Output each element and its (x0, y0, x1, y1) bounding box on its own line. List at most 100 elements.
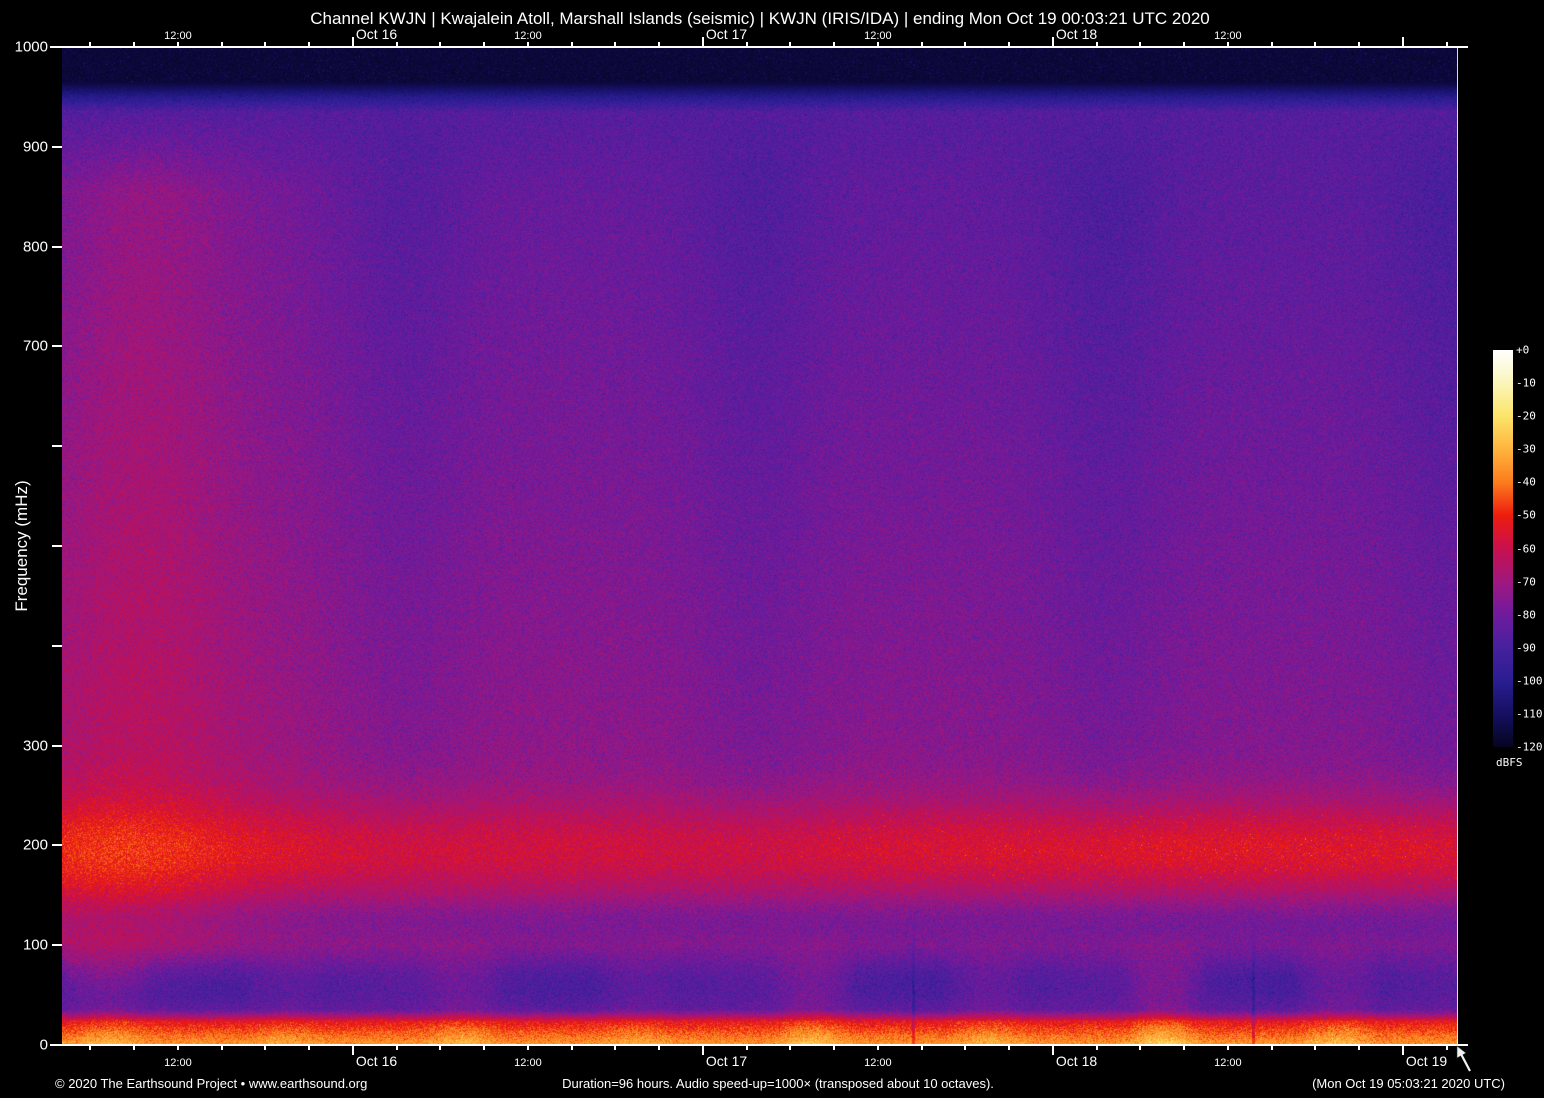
x-tick-top (1183, 42, 1186, 47)
footer-duration: Duration=96 hours. Audio speed-up=1000× … (562, 1076, 994, 1091)
x-tick-bottom (658, 1045, 661, 1050)
y-tick-label: 700 (22, 337, 48, 355)
x-tick-top (658, 42, 661, 47)
x-tick-bottom (570, 1045, 573, 1050)
x-tick-bottom (395, 1045, 398, 1050)
x-tick-bottom (701, 1045, 704, 1055)
mouse-cursor (1456, 1045, 1471, 1072)
x-tick-label-bottom: 12:00 (1214, 1057, 1242, 1069)
x-tick-top (1226, 42, 1229, 47)
x-tick-bottom (1183, 1045, 1186, 1050)
y-tick-label: 900 (22, 138, 48, 156)
x-tick-bottom (526, 1045, 529, 1050)
x-tick-bottom (1226, 1045, 1229, 1050)
x-tick-bottom (439, 1045, 442, 1050)
colorbar-tick-label: -60 (1516, 542, 1536, 555)
x-tick-bottom (1270, 1045, 1273, 1050)
x-tick-top (1358, 42, 1361, 47)
y-tick (52, 545, 62, 547)
x-tick-top (964, 42, 967, 47)
y-tick (52, 844, 62, 847)
y-tick-label: 0 (39, 1036, 48, 1054)
x-tick-bottom (876, 1045, 879, 1050)
colorbar-tick-label: -100 (1516, 674, 1543, 688)
footer-copyright: © 2020 The Earthsound Project • www.eart… (55, 1076, 368, 1091)
y-tick-label: 1000 (14, 38, 48, 56)
x-tick-top (483, 42, 486, 47)
x-tick-label-top: Oct 17 (705, 26, 748, 42)
x-tick-top (701, 37, 704, 47)
x-tick-top (395, 42, 398, 47)
x-tick-top (745, 42, 748, 47)
x-tick-top (789, 42, 792, 47)
x-tick-bottom (133, 1045, 136, 1050)
x-tick-bottom (833, 1045, 836, 1050)
x-tick-label-bottom: Oct 16 (355, 1053, 398, 1069)
x-axis-top-line (50, 46, 1468, 48)
x-tick-top (1095, 42, 1098, 47)
colorbar-tick-label: -40 (1516, 475, 1536, 489)
x-tick-label-bottom: 12:00 (864, 1057, 892, 1069)
colorbar-tick-label: -110 (1516, 707, 1543, 721)
x-tick-label-top: 12:00 (164, 30, 192, 42)
x-tick-top (264, 42, 267, 47)
plot-right-spine (1457, 47, 1458, 1045)
colorbar-tick-label: -20 (1516, 409, 1536, 423)
x-tick-bottom (614, 1045, 617, 1050)
x-tick-bottom (920, 1045, 923, 1050)
x-tick-top (176, 42, 179, 47)
x-tick-top (1270, 42, 1273, 47)
y-tick (52, 245, 62, 248)
colorbar-tick-label: -30 (1516, 442, 1536, 456)
colorbar-tick-label: -80 (1516, 608, 1536, 622)
x-tick-bottom (745, 1045, 748, 1050)
x-tick-bottom (1358, 1045, 1361, 1050)
x-tick-top (570, 42, 573, 47)
x-tick-top (1139, 42, 1142, 47)
y-tick (52, 744, 62, 747)
footer-timestamp: (Mon Oct 19 05:03:21 2020 UTC) (1312, 1076, 1505, 1091)
x-tick-top (1314, 42, 1317, 47)
y-tick (52, 944, 62, 947)
x-tick-top (526, 42, 529, 47)
colorbar-gradient (1493, 350, 1513, 747)
y-tick (52, 46, 62, 48)
x-tick-label-bottom: 12:00 (514, 1057, 542, 1069)
x-tick-bottom (1008, 1045, 1011, 1050)
x-tick-label-bottom: Oct 17 (705, 1053, 748, 1069)
x-tick-bottom (351, 1045, 354, 1055)
x-tick-bottom (1445, 1045, 1448, 1050)
page-title: Channel KWJN | Kwajalein Atoll, Marshall… (310, 9, 1210, 28)
x-tick-top (614, 42, 617, 47)
x-tick-label-top: 12:00 (1214, 30, 1242, 42)
colorbar-tick-label: -50 (1516, 508, 1536, 522)
x-tick-bottom (964, 1045, 967, 1050)
y-tick-label: 100 (22, 936, 48, 954)
x-tick-label-top: 12:00 (514, 30, 542, 42)
x-tick-top (833, 42, 836, 47)
x-axis-bottom-line (50, 1044, 1468, 1046)
x-tick-bottom (220, 1045, 223, 1050)
x-tick-bottom (308, 1045, 311, 1050)
colorbar-tick-label: -90 (1516, 641, 1536, 655)
y-tick-label: 200 (22, 836, 48, 854)
x-tick-top (308, 42, 311, 47)
x-tick-bottom (1095, 1045, 1098, 1050)
y-tick-label: 300 (22, 737, 48, 755)
y-tick (52, 644, 62, 647)
x-tick-bottom (789, 1045, 792, 1050)
colorbar-tick-label: -10 (1516, 376, 1536, 390)
colorbar-tick-label: +0 (1516, 343, 1530, 357)
x-tick-bottom (483, 1045, 486, 1050)
colorbar-unit-label: dBFS (1496, 756, 1523, 769)
x-tick-label-top: 12:00 (864, 30, 892, 42)
x-tick-bottom (1314, 1045, 1317, 1050)
x-tick-bottom (1139, 1045, 1142, 1050)
x-tick-top (220, 42, 223, 47)
x-tick-top (920, 42, 923, 47)
x-tick-label-bottom: 12:00 (164, 1057, 192, 1069)
x-tick-top (133, 42, 136, 47)
x-tick-label-top: Oct 16 (355, 26, 398, 42)
x-tick-label-top: Oct 18 (1055, 26, 1098, 42)
